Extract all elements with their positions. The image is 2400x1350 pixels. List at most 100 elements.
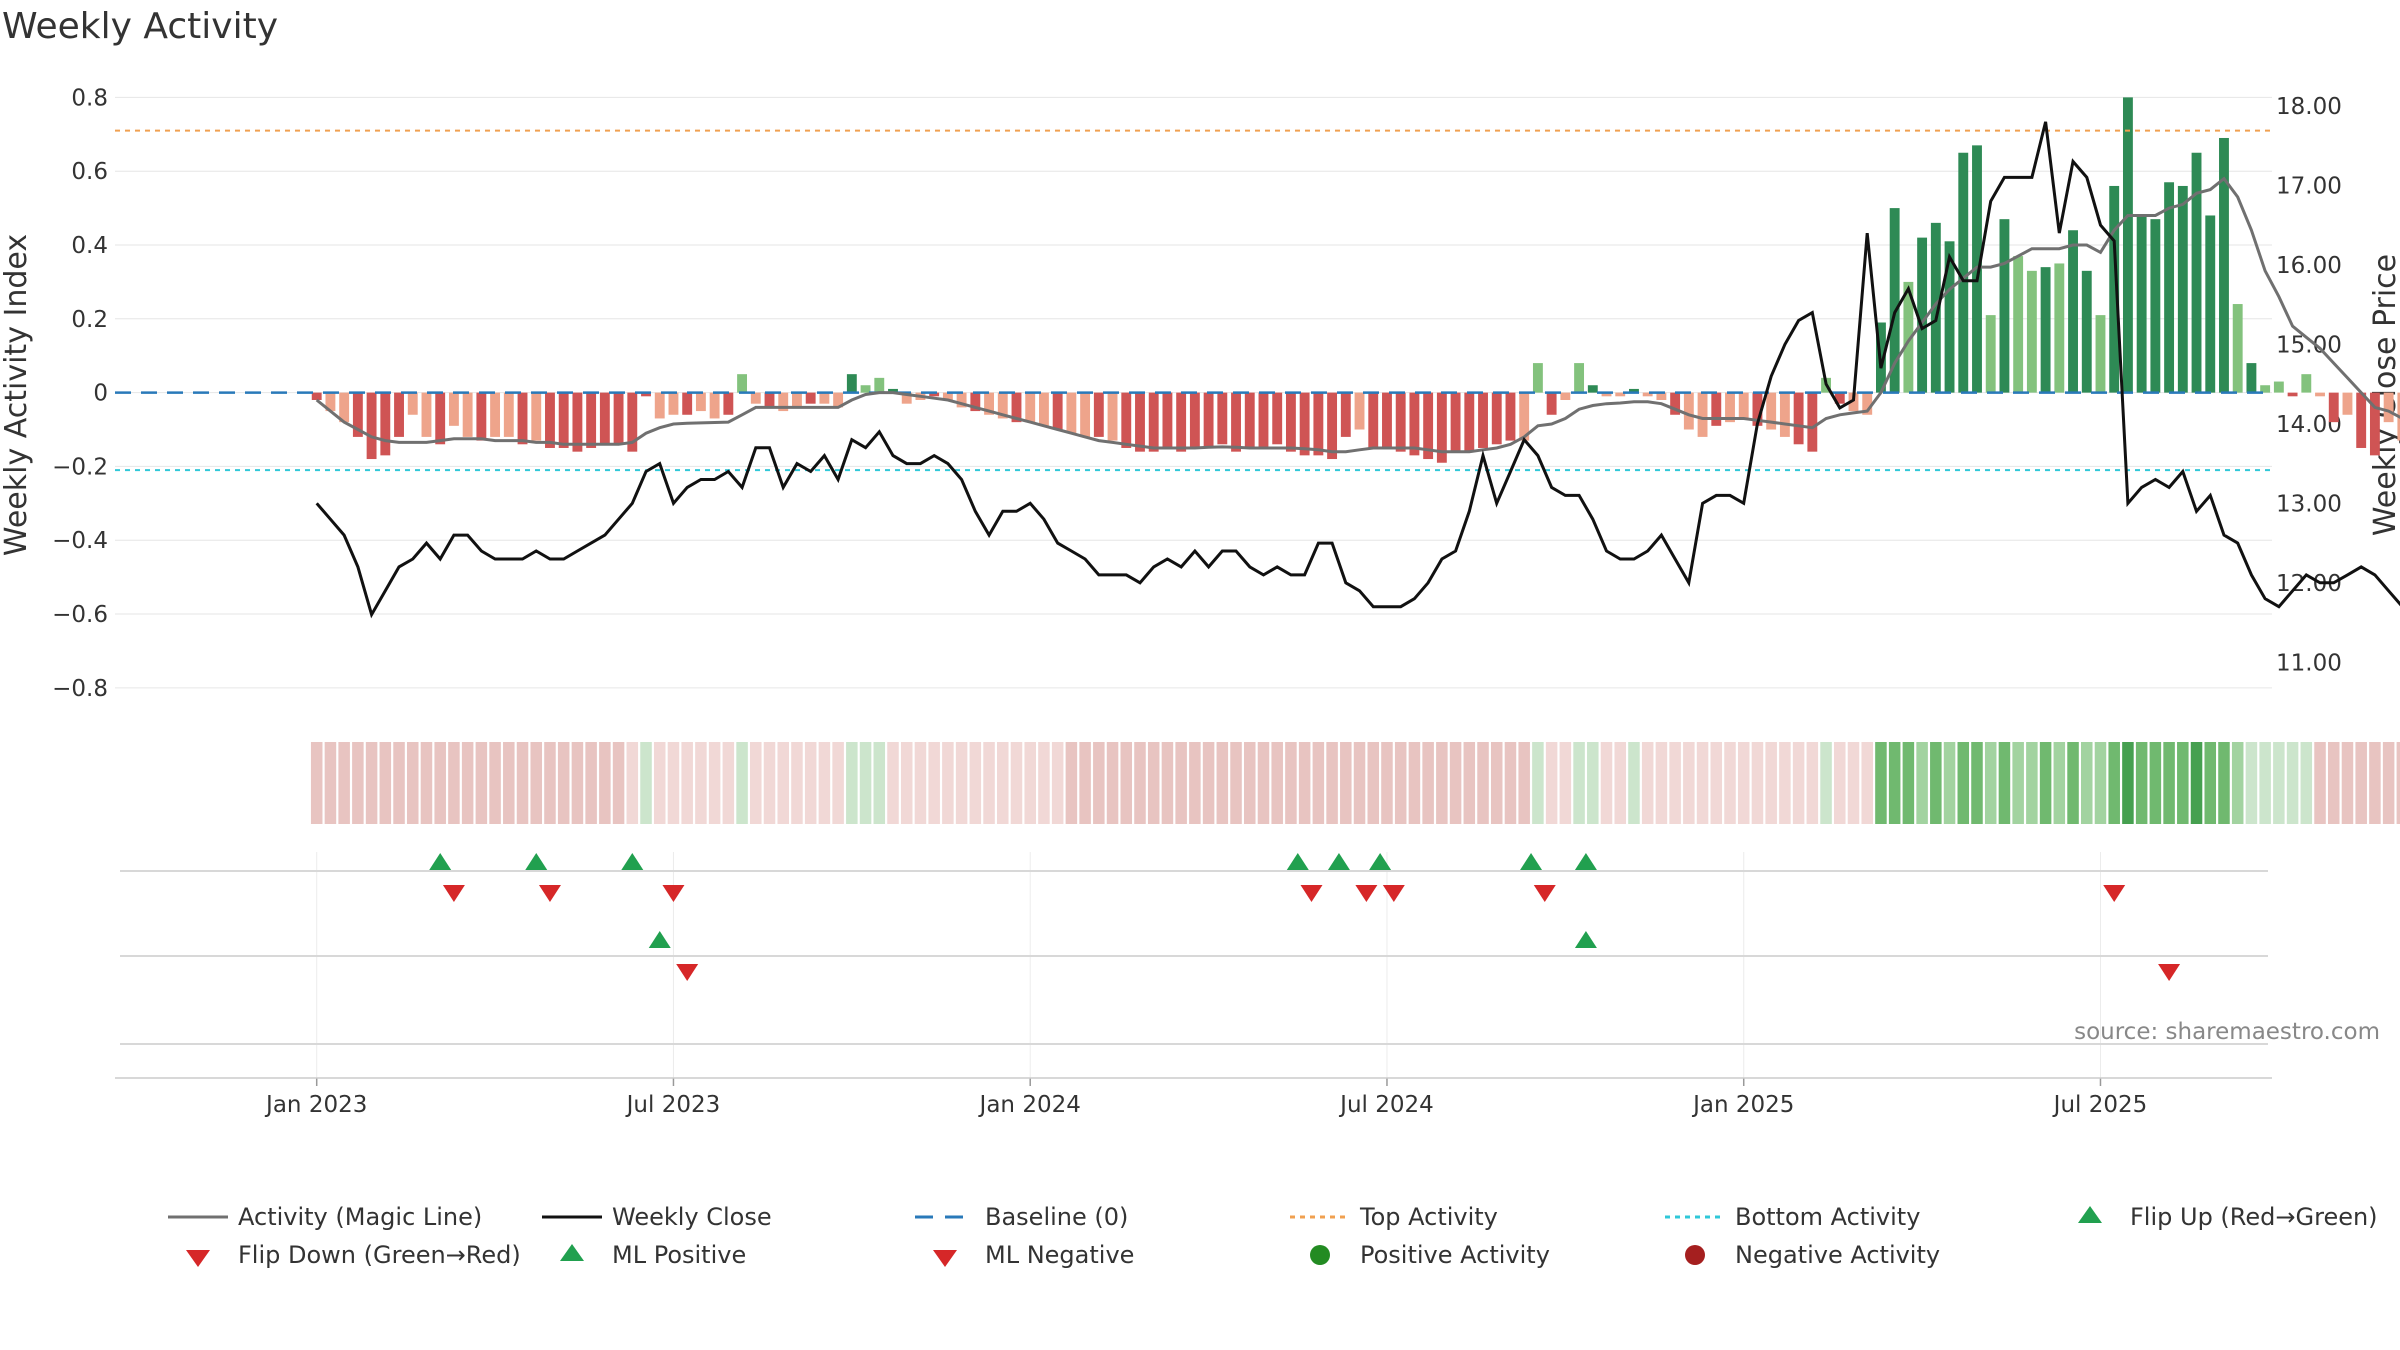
heat-cell (2177, 742, 2189, 824)
activity-bar (1299, 392, 1310, 456)
heat-cell (1312, 742, 1325, 824)
activity-bar (2287, 392, 2298, 397)
activity-bar (1052, 392, 1063, 430)
y2-tick-label: 11.00 (2276, 650, 2342, 676)
heat-cell (2080, 742, 2093, 824)
heat-cell (1490, 742, 1503, 824)
activity-bar (2383, 392, 2394, 423)
heat-cell (1230, 742, 1242, 824)
activity-bar (1231, 392, 1241, 452)
activity-bar (1382, 392, 1392, 448)
y-tick-label: 0.2 (71, 307, 108, 333)
activity-bar (572, 392, 583, 452)
heat-cell (832, 742, 844, 824)
activity-bar (2081, 270, 2092, 393)
flip-down-marker (538, 885, 561, 902)
heat-cell (1984, 742, 1997, 824)
heat-cell (365, 742, 378, 824)
activity-heat-strip (310, 742, 2400, 824)
heat-cell (626, 742, 639, 824)
source-label: source: sharemaestro.com (2074, 1019, 2380, 1045)
activity-bar (1560, 392, 1571, 400)
activity-bar (2219, 137, 2229, 393)
heat-cell (818, 742, 831, 824)
activity-bar (1917, 237, 1928, 393)
activity-bar (2095, 315, 2106, 393)
heat-cell (1834, 742, 1846, 824)
series-lines (315, 121, 2400, 619)
activity-bar (599, 392, 610, 445)
activity-bar (1340, 392, 1351, 437)
x-tick-label: Jul 2024 (1338, 1092, 1434, 1118)
heat-cell (2314, 742, 2326, 824)
activity-bar (1779, 392, 1790, 437)
activity-bar (2205, 215, 2216, 393)
heat-cell (1696, 742, 1709, 824)
heat-cell (571, 742, 584, 824)
activity-bar (2328, 392, 2339, 423)
legend-negative-activity-swatch (1685, 1245, 1705, 1265)
activity-bar (586, 392, 597, 448)
activity-bar (1066, 392, 1077, 434)
activity-bar (1025, 392, 1036, 423)
activity-bar (805, 392, 816, 404)
flip-up-marker (1520, 853, 1543, 870)
flip-up-marker (429, 853, 452, 870)
activity-bar (2013, 256, 2024, 393)
heat-cell (1010, 742, 1023, 824)
heat-cell (503, 742, 515, 824)
heat-cell (599, 742, 611, 824)
heat-cell (475, 742, 488, 824)
activity-bar (394, 392, 404, 437)
activity-bar (1629, 388, 1639, 393)
heat-cell (1724, 742, 1736, 824)
heat-cell (1051, 742, 1064, 824)
heat-cell (1381, 742, 1393, 824)
heat-cell (1422, 742, 1434, 824)
activity-bar (1203, 392, 1214, 448)
heat-cell (1861, 742, 1873, 824)
heat-cell (2300, 742, 2313, 824)
activity-bar (1711, 392, 1722, 426)
heat-cell (2327, 742, 2340, 824)
heat-cell (900, 742, 913, 824)
heat-cell (1408, 742, 1421, 824)
activity-bar (1889, 208, 1900, 393)
activity-bar (1176, 392, 1187, 452)
heat-cell (420, 742, 433, 824)
heat-cell (1532, 742, 1544, 824)
activity-bar (1670, 392, 1681, 415)
signal-rows (120, 853, 2268, 1045)
activity-bar (737, 374, 748, 393)
activity-bar (1930, 222, 1941, 393)
activity-bar (1546, 392, 1557, 415)
heat-cell (2039, 742, 2052, 824)
activity-bar (2026, 270, 2037, 393)
activity-bar (2054, 263, 2065, 393)
heat-cell (2204, 742, 2217, 824)
activity-bar (2122, 97, 2133, 393)
heat-cell (338, 742, 350, 824)
y-tick-label: −0.6 (52, 602, 108, 628)
heat-cell (1943, 742, 1956, 824)
activity-bar (1135, 392, 1145, 452)
activity-bar (641, 392, 651, 397)
heat-cell (708, 742, 721, 824)
heat-cell (1916, 742, 1928, 824)
heat-cell (585, 742, 597, 824)
activity-bar (888, 388, 898, 393)
legend-weekly-close-label: Weekly Close (612, 1203, 772, 1231)
heat-cell (1751, 742, 1764, 824)
activity-bar (2164, 182, 2175, 393)
heat-cell (1971, 742, 1983, 824)
ml-negative-marker (2158, 964, 2181, 981)
heat-cell (2396, 742, 2400, 824)
activity-bar (1491, 392, 1502, 445)
activity-bar (503, 392, 514, 437)
activity-bar (2136, 215, 2147, 393)
heat-cell (1710, 742, 1723, 824)
heat-cell (1449, 742, 1462, 824)
activity-bar (462, 392, 473, 437)
activity-bar (833, 392, 844, 408)
activity-bar (1258, 392, 1269, 448)
